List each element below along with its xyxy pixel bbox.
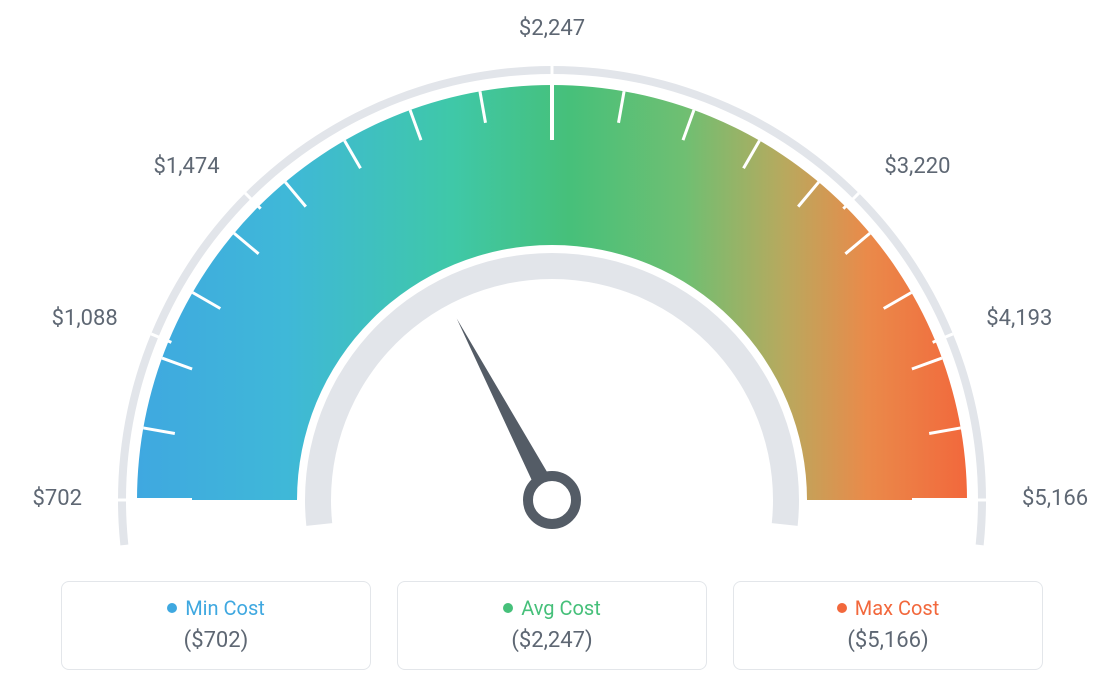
gauge-tick-label: $4,193	[986, 306, 1052, 331]
max-dot-icon	[837, 603, 847, 613]
avg-cost-title: Avg Cost	[521, 596, 601, 620]
min-cost-value: ($702)	[80, 628, 352, 653]
min-cost-title: Min Cost	[185, 596, 265, 620]
chart-container: $702 $1,088 $1,474 $2,247 $3,220 $4,193 $5,166…	[0, 0, 1104, 690]
min-dot-icon	[167, 603, 177, 613]
gauge-tick-label: $1,088	[38, 306, 118, 331]
gauge-tick-label: $702	[2, 486, 82, 511]
avg-cost-value: ($2,247)	[416, 628, 688, 653]
gauge-tick-label: $5,166	[1022, 486, 1088, 511]
min-cost-card: Min Cost ($702)	[61, 581, 371, 670]
max-cost-value: ($5,166)	[752, 628, 1024, 653]
gauge-tick-label: $2,247	[512, 16, 592, 41]
max-cost-card: Max Cost ($5,166)	[733, 581, 1043, 670]
legend-row: Min Cost ($702) Avg Cost ($2,247) Max Co…	[61, 581, 1043, 670]
gauge-chart: $702 $1,088 $1,474 $2,247 $3,220 $4,193 $5,166	[0, 0, 1104, 560]
gauge-svg	[62, 10, 1042, 570]
gauge-tick-label: $3,220	[884, 154, 950, 179]
avg-dot-icon	[503, 603, 513, 613]
avg-cost-card: Avg Cost ($2,247)	[397, 581, 707, 670]
gauge-tick-label: $1,474	[140, 154, 220, 179]
max-cost-title: Max Cost	[855, 596, 940, 620]
